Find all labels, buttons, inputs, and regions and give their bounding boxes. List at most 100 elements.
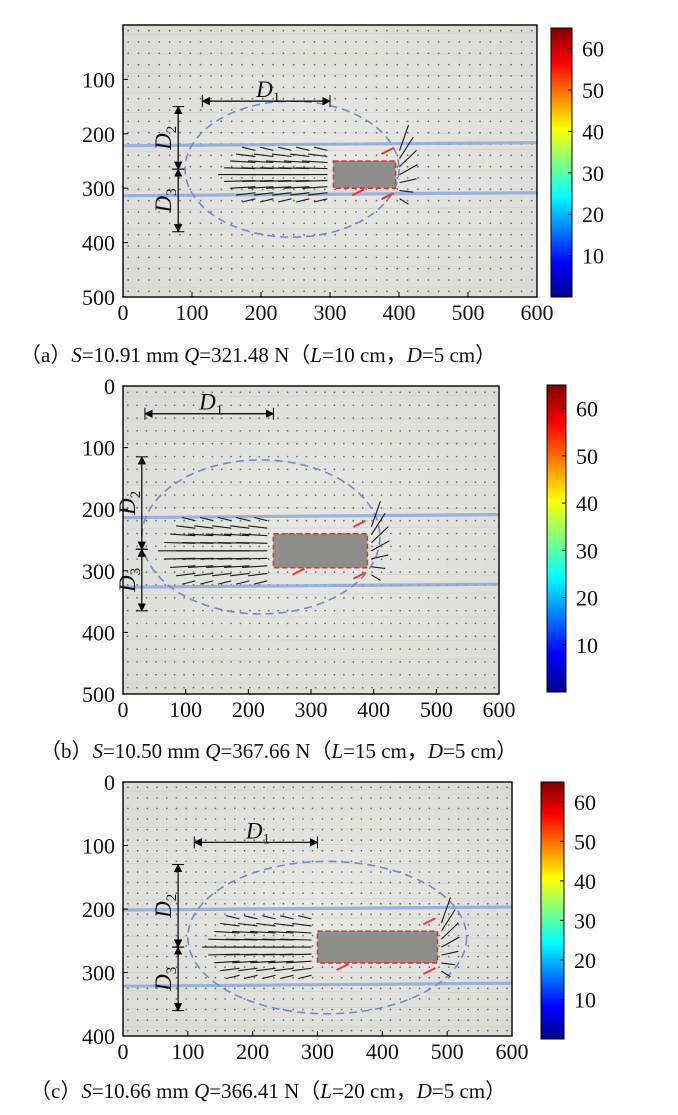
vector-dot (272, 797, 275, 799)
vector-dot (314, 635, 317, 638)
vector-arrow (242, 533, 268, 537)
vector-dot (267, 596, 270, 599)
vector-dot (272, 120, 274, 123)
vector-dot (390, 481, 392, 484)
caption-s: S (93, 739, 104, 763)
vector-dot (314, 622, 317, 625)
vector-dot (437, 673, 439, 676)
vector-dot (530, 222, 533, 225)
vector-dot (408, 430, 411, 432)
caption-l: L (309, 343, 322, 367)
vector-dot (360, 786, 363, 789)
vector-dot (296, 596, 298, 599)
vector-dot (427, 131, 430, 134)
vector-dot (447, 1008, 450, 1011)
vector-dot (127, 97, 130, 100)
vector-dot (530, 177, 533, 179)
vector-dot (136, 797, 139, 799)
vector-arrow (236, 153, 256, 158)
vector-dot (380, 442, 383, 445)
vector-dot (243, 998, 246, 1000)
vector-dot (204, 797, 207, 799)
vector-dot (199, 52, 202, 55)
vector-dot (136, 839, 139, 842)
vector-dot (272, 902, 275, 905)
vector-dot (352, 609, 355, 612)
vector-dot (428, 818, 431, 820)
vector-dot (263, 998, 265, 1000)
vector-dot (447, 807, 450, 810)
vector-dot (292, 807, 295, 810)
red-marker (291, 567, 305, 576)
vector-dot (214, 860, 217, 863)
vector-dot (389, 976, 392, 979)
vector-arrow (176, 572, 196, 577)
vector-dot (323, 120, 326, 123)
vector-dot (496, 924, 499, 926)
vector-dot (214, 839, 217, 842)
vector-dot (399, 545, 402, 548)
vector-dot (406, 211, 409, 213)
vector-dot (195, 818, 197, 820)
vector-dot (136, 430, 139, 432)
vector-arrow (230, 160, 256, 164)
vector-dot (251, 233, 254, 236)
vector-dot (211, 596, 214, 599)
vector-dot (506, 913, 508, 916)
vector-dot (428, 1008, 431, 1011)
vector-dot (263, 913, 265, 916)
vector-dot (136, 881, 139, 884)
vector-dot (168, 131, 171, 134)
vector-dot (399, 839, 402, 842)
vector-dot (438, 839, 440, 842)
vector-dot (468, 63, 471, 66)
influence-envelope (141, 459, 381, 615)
vector-dot (158, 75, 161, 77)
vector-dot (386, 131, 388, 134)
vector-dot (375, 41, 378, 43)
vector-arrow (238, 922, 258, 927)
vector-dot (417, 120, 419, 123)
vector-dot (350, 892, 353, 894)
vector-dot (496, 1019, 499, 1021)
vector-dot (224, 902, 227, 905)
vector-dot (396, 63, 399, 66)
vector-dot (292, 211, 295, 213)
vector-dot (352, 481, 355, 484)
vector-dot (272, 63, 274, 66)
vector-dot (437, 29, 440, 32)
vector-dot (406, 97, 409, 100)
vector-dot (427, 97, 430, 100)
texture-streak (122, 881, 513, 885)
vector-dot (331, 987, 333, 990)
vector-dot (258, 532, 261, 535)
vector-dot (399, 404, 402, 407)
vector-dot (370, 881, 372, 884)
vector-dot (263, 881, 265, 884)
vector-arrow (308, 153, 328, 158)
vector-dot (520, 177, 523, 179)
vector-dot (437, 494, 439, 496)
vector-dot (334, 63, 337, 66)
vector-dot (292, 199, 295, 202)
vector-dot (448, 131, 450, 134)
vector-dot (168, 29, 171, 32)
vector-dot (272, 29, 274, 32)
vector-dot (474, 661, 477, 663)
vector-arrow (226, 974, 240, 980)
vector-arrow (176, 525, 196, 529)
vector-dot (409, 998, 411, 1000)
texture-streak (122, 1006, 513, 1010)
vector-dot (233, 839, 236, 842)
vector-dot (148, 245, 150, 247)
vector-dot (156, 1019, 158, 1021)
vector-arrow (284, 160, 310, 164)
vector-dot (352, 430, 355, 432)
vector-dot (352, 673, 355, 676)
vector-dot (390, 430, 392, 432)
vector-dot (292, 222, 295, 225)
vector-dot (204, 860, 207, 863)
vector-dot (224, 818, 227, 820)
vector-dot (390, 507, 392, 509)
vector-dot (331, 818, 333, 820)
